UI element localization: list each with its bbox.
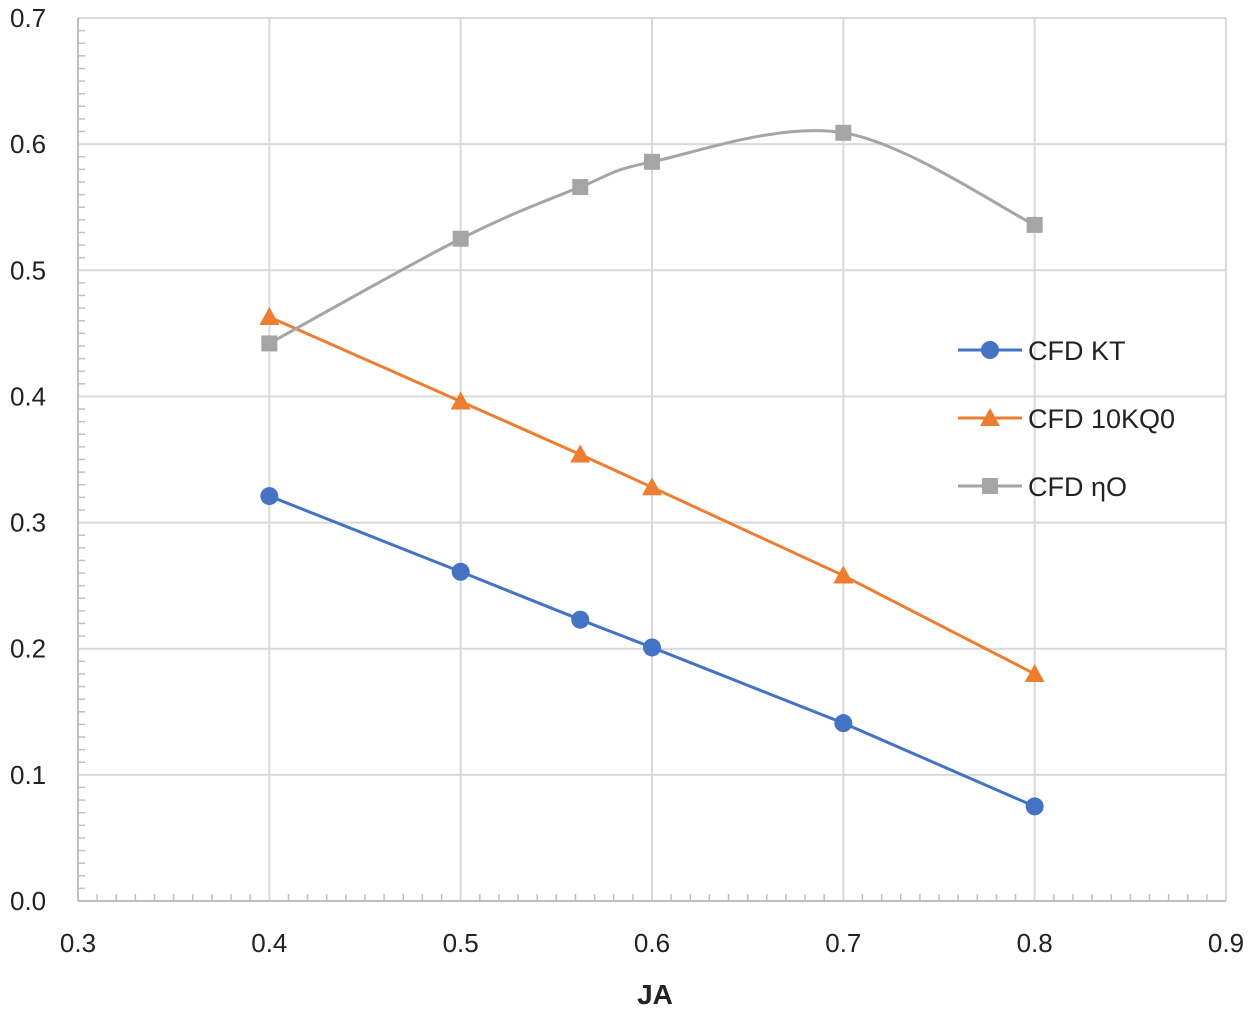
data-point-triangle [1024, 663, 1045, 682]
x-tick-label: 0.9 [1208, 928, 1244, 958]
x-tick-label: 0.8 [1017, 928, 1053, 958]
data-point-square [1026, 216, 1043, 233]
y-tick-label: 0.0 [10, 886, 46, 916]
data-point-square [835, 124, 852, 141]
grid [78, 17, 1227, 901]
data-point-circle [260, 487, 279, 506]
legend-label: CFD KT [1028, 336, 1126, 366]
x-tick-label: 0.7 [825, 928, 861, 958]
series-line [268, 315, 1036, 676]
legend: CFD KT CFD 10KQ0 CFD ηO [958, 336, 1175, 502]
y-tick-label: 0.2 [10, 634, 46, 664]
series-line [268, 494, 1036, 808]
data-point-square [644, 153, 660, 170]
x-tick-label: 0.4 [251, 928, 287, 958]
legend-label: CFD ηO [1028, 472, 1127, 502]
data-point-square [572, 179, 589, 196]
legend-marker-square [982, 478, 998, 494]
tick-labels: 0.0 0.1 0.2 0.3 0.4 0.5 0.6 0.7 0.3 0.4 0.5 0.6 0.7 0… [10, 3, 1244, 958]
data-point-circle [1025, 797, 1044, 816]
data-point-square [452, 230, 469, 247]
y-tick-label: 0.1 [10, 760, 46, 790]
y-tick-label: 0.5 [10, 255, 46, 285]
series-triangle [259, 306, 1045, 682]
x-axis-title: JA [637, 979, 673, 1010]
y-tick-label: 0.3 [10, 508, 46, 538]
series-square [261, 124, 1043, 352]
data-point-circle [834, 714, 853, 733]
data-point-square [261, 335, 278, 352]
data-point-triangle [450, 391, 471, 410]
legend-marker-circle [981, 341, 999, 359]
x-tick-label: 0.5 [443, 928, 479, 958]
series-circle [260, 487, 1044, 816]
axes [77, 18, 1226, 902]
series-group [259, 124, 1045, 816]
y-tick-label: 0.6 [10, 129, 46, 159]
data-point-circle [643, 638, 661, 657]
x-tick-label: 0.6 [634, 928, 670, 958]
data-point-circle [451, 562, 470, 581]
y-tick-label: 0.7 [10, 3, 46, 33]
series-line [268, 129, 1036, 345]
y-tick-label: 0.4 [10, 381, 46, 411]
data-point-circle [571, 610, 590, 629]
data-point-triangle [642, 477, 662, 496]
legend-marker-triangle [980, 408, 1000, 426]
data-point-triangle [833, 565, 854, 584]
data-point-triangle [570, 444, 591, 463]
legend-label: CFD 10KQ0 [1028, 404, 1175, 434]
data-point-triangle [259, 306, 280, 325]
x-tick-label: 0.3 [60, 928, 96, 958]
